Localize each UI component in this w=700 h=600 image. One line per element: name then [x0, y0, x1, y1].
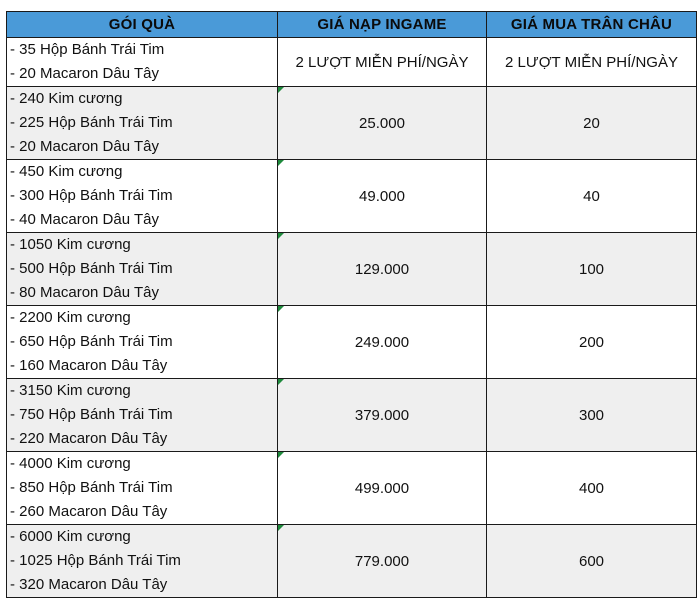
table-row: - 450 Kim cương - 300 Hộp Bánh Trái Tim …	[6, 159, 697, 233]
ingame-price-value: 25.000	[359, 114, 405, 132]
comment-marker-icon	[278, 233, 284, 239]
table-row: - 6000 Kim cương - 1025 Hộp Bánh Trái Ti…	[6, 524, 697, 598]
gift-pack-price-table: GÓI QUÀ GIÁ NẠP INGAME GIÁ MUA TRÂN CHÂU…	[6, 11, 697, 598]
header-row: GÓI QUÀ GIÁ NẠP INGAME GIÁ MUA TRÂN CHÂU	[6, 11, 697, 38]
table-row: - 4000 Kim cương - 850 Hộp Bánh Trái Tim…	[6, 451, 697, 525]
comment-marker-icon	[278, 160, 284, 166]
gift-items-cell[interactable]: - 1050 Kim cương - 500 Hộp Bánh Trái Tim…	[6, 232, 278, 306]
pearl-price-cell[interactable]: 300	[486, 378, 697, 452]
table-row: - 2200 Kim cương - 650 Hộp Bánh Trái Tim…	[6, 305, 697, 379]
gift-item: - 20 Macaron Dâu Tây	[10, 138, 159, 155]
gift-item: - 2200 Kim cương	[10, 309, 131, 326]
gift-item: - 850 Hộp Bánh Trái Tim	[10, 479, 173, 496]
gift-items-cell[interactable]: - 2200 Kim cương - 650 Hộp Bánh Trái Tim…	[6, 305, 278, 379]
comment-marker-icon	[278, 306, 284, 312]
pearl-price-cell[interactable]: 20	[486, 86, 697, 160]
gift-items-cell[interactable]: - 450 Kim cương - 300 Hộp Bánh Trái Tim …	[6, 159, 278, 233]
gift-item: - 300 Hộp Bánh Trái Tim	[10, 187, 173, 204]
gift-item: - 240 Kim cương	[10, 90, 123, 107]
gift-item: - 260 Macaron Dâu Tây	[10, 503, 168, 520]
ingame-price-value: 499.000	[354, 479, 410, 497]
gift-item: - 1050 Kim cương	[10, 236, 131, 253]
ingame-price-cell[interactable]: 779.000	[277, 524, 487, 598]
ingame-price-value: 49.000	[359, 187, 405, 205]
gift-item: - 500 Hộp Bánh Trái Tim	[10, 260, 173, 277]
ingame-price-cell[interactable]: 49.000	[277, 159, 487, 233]
gift-item: - 225 Hộp Bánh Trái Tim	[10, 114, 173, 131]
ingame-price-cell[interactable]: 249.000	[277, 305, 487, 379]
gift-item: - 650 Hộp Bánh Trái Tim	[10, 333, 173, 350]
pearl-price-cell[interactable]: 400	[486, 451, 697, 525]
gift-item: - 35 Hộp Bánh Trái Tim	[10, 41, 165, 58]
gift-items-cell[interactable]: - 4000 Kim cương - 850 Hộp Bánh Trái Tim…	[6, 451, 278, 525]
ingame-price-value: 779.000	[354, 552, 410, 570]
gift-item: - 320 Macaron Dâu Tây	[10, 576, 168, 593]
ingame-price-cell[interactable]: 2 LƯỢT MIỄN PHÍ/NGÀY	[277, 37, 487, 87]
gift-item: - 4000 Kim cương	[10, 455, 131, 472]
comment-marker-icon	[278, 379, 284, 385]
comment-marker-icon	[278, 525, 284, 531]
pearl-price-cell[interactable]: 600	[486, 524, 697, 598]
pearl-price-cell[interactable]: 100	[486, 232, 697, 306]
comment-marker-icon	[278, 452, 284, 458]
gift-items-cell[interactable]: - 6000 Kim cương - 1025 Hộp Bánh Trái Ti…	[6, 524, 278, 598]
ingame-price-cell[interactable]: 499.000	[277, 451, 487, 525]
gift-item: - 1025 Hộp Bánh Trái Tim	[10, 552, 181, 569]
gift-item: - 40 Macaron Dâu Tây	[10, 211, 159, 228]
ingame-price-cell[interactable]: 25.000	[277, 86, 487, 160]
gift-items-cell[interactable]: - 3150 Kim cương - 750 Hộp Bánh Trái Tim…	[6, 378, 278, 452]
comment-marker-icon	[278, 87, 284, 93]
header-gift-pack: GÓI QUÀ	[6, 11, 278, 38]
pearl-price-cell[interactable]: 200	[486, 305, 697, 379]
ingame-price-value: 379.000	[354, 406, 410, 424]
gift-items-cell[interactable]: - 240 Kim cương - 225 Hộp Bánh Trái Tim …	[6, 86, 278, 160]
pearl-price-cell[interactable]: 2 LƯỢT MIỄN PHÍ/NGÀY	[486, 37, 697, 87]
gift-item: - 220 Macaron Dâu Tây	[10, 430, 168, 447]
ingame-price-cell[interactable]: 129.000	[277, 232, 487, 306]
gift-item: - 20 Macaron Dâu Tây	[10, 65, 159, 82]
gift-item: - 80 Macaron Dâu Tây	[10, 284, 159, 301]
pearl-price-cell[interactable]: 40	[486, 159, 697, 233]
gift-items-cell[interactable]: - 35 Hộp Bánh Trái Tim - 20 Macaron Dâu …	[6, 37, 278, 87]
gift-item: - 3150 Kim cương	[10, 382, 131, 399]
table-row: - 1050 Kim cương - 500 Hộp Bánh Trái Tim…	[6, 232, 697, 306]
header-ingame-price: GIÁ NẠP INGAME	[277, 11, 487, 38]
gift-item: - 450 Kim cương	[10, 163, 123, 180]
ingame-price-cell[interactable]: 379.000	[277, 378, 487, 452]
table-row: - 35 Hộp Bánh Trái Tim - 20 Macaron Dâu …	[6, 37, 697, 87]
gift-item: - 160 Macaron Dâu Tây	[10, 357, 168, 374]
table-row: - 3150 Kim cương - 750 Hộp Bánh Trái Tim…	[6, 378, 697, 452]
ingame-price-value: 129.000	[354, 260, 410, 278]
gift-item: - 6000 Kim cương	[10, 528, 131, 545]
price-table-container: GÓI QUÀ GIÁ NẠP INGAME GIÁ MUA TRÂN CHÂU…	[6, 11, 697, 598]
gift-item: - 750 Hộp Bánh Trái Tim	[10, 406, 173, 423]
ingame-price-value: 249.000	[354, 333, 410, 351]
header-pearl-price: GIÁ MUA TRÂN CHÂU	[486, 11, 697, 38]
table-row: - 240 Kim cương - 225 Hộp Bánh Trái Tim …	[6, 86, 697, 160]
